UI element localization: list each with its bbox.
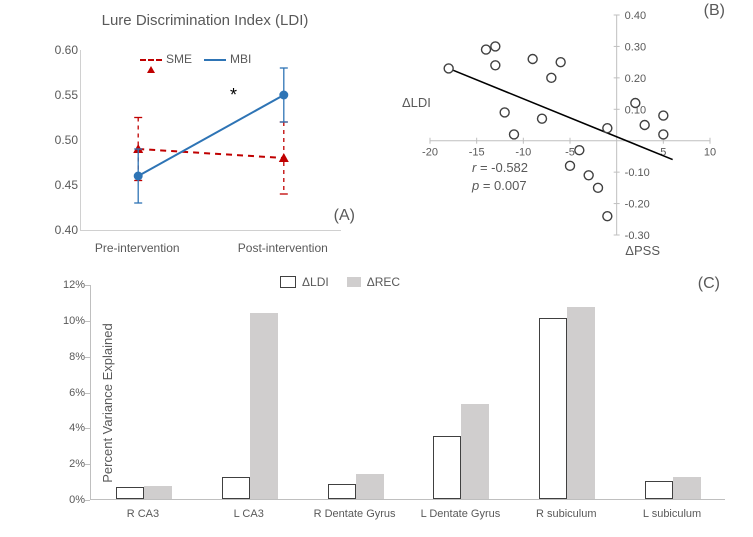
panel-c-category: R subiculum [536,508,597,520]
bar-rec [144,486,172,499]
panel-c-category: L Dentate Gyrus [421,508,501,520]
panel-c-ytick: 2% [50,458,85,470]
stat-p: p = 0.007 [472,178,527,193]
panel-b-svg: -20-15-10-5510-0.30-0.20-0.100.100.200.3… [430,15,710,235]
panel-c-ytick: 8% [50,351,85,363]
panel-c-category: R Dentate Gyrus [314,508,396,520]
panel-c-ytick: 10% [50,315,85,327]
panel-c-ytick: 6% [50,387,85,399]
bar-ldi [433,436,461,499]
panel-b-ylabel: ΔLDI [402,95,431,110]
panel-a-ytick: 0.40 [30,223,78,237]
svg-text:-0.20: -0.20 [625,199,650,211]
stat-r: r = -0.582 [472,160,528,175]
svg-text:-15: -15 [469,147,485,159]
bar-group [431,404,491,499]
bar-rec [461,404,489,499]
panel-a: Lure Discrimination Index (LDI) SME MBI … [30,10,380,260]
panel-a-ytick: 0.45 [30,178,78,192]
bar-group [326,474,386,499]
panel-c-ytick: 0% [50,494,85,506]
svg-text:-5: -5 [565,147,575,159]
panel-a-ytick: 0.55 [30,88,78,102]
panel-a-xtick: Post-intervention [238,241,328,255]
bar-ldi [116,487,144,499]
panel-c-category: R CA3 [127,508,159,520]
bar-group [220,313,280,499]
svg-text:0.20: 0.20 [625,73,646,85]
bar-ldi [222,477,250,499]
panel-a-plot [80,50,341,231]
panel-c-ytick: 12% [50,279,85,291]
svg-text:-10: -10 [515,147,531,159]
panel-a-title: Lure Discrimination Index (LDI) [30,12,380,29]
figure-page: Lure Discrimination Index (LDI) SME MBI … [0,0,753,537]
panel-a-label: (A) [334,207,355,225]
panel-a-ytick: 0.50 [30,133,78,147]
svg-text:-0.10: -0.10 [625,167,650,179]
bar-ldi [539,318,567,499]
bar-rec [567,307,595,499]
panel-b-xlabel: ΔPSS [625,243,660,258]
bar-ldi [328,484,356,499]
svg-text:0.30: 0.30 [625,41,646,53]
panel-c-category: L CA3 [234,508,264,520]
bar-group [537,307,597,499]
bar-ldi [645,481,673,499]
panel-a-svg [81,50,341,230]
svg-text:-0.30: -0.30 [625,230,650,242]
panel-a-xtick: Pre-intervention [95,241,180,255]
svg-text:10: 10 [704,147,716,159]
svg-text:0.40: 0.40 [625,10,646,22]
panel-c: (C) Percent Variance Explained ΔLDI ΔREC… [20,275,735,530]
panel-c-ytick: 4% [50,422,85,434]
panel-c-plot [90,285,725,500]
bar-rec [673,477,701,499]
panel-b-plot: -20-15-10-5510-0.30-0.20-0.100.100.200.3… [430,15,710,235]
svg-text:-20: -20 [422,147,438,159]
bar-group [114,486,174,499]
panel-a-ytick: 0.60 [30,43,78,57]
bar-group [643,477,703,499]
bar-rec [250,313,278,499]
bar-rec [356,474,384,499]
panel-c-category: L subiculum [643,508,701,520]
panel-b: (B) -20-15-10-5510-0.30-0.20-0.100.100.2… [400,0,740,260]
